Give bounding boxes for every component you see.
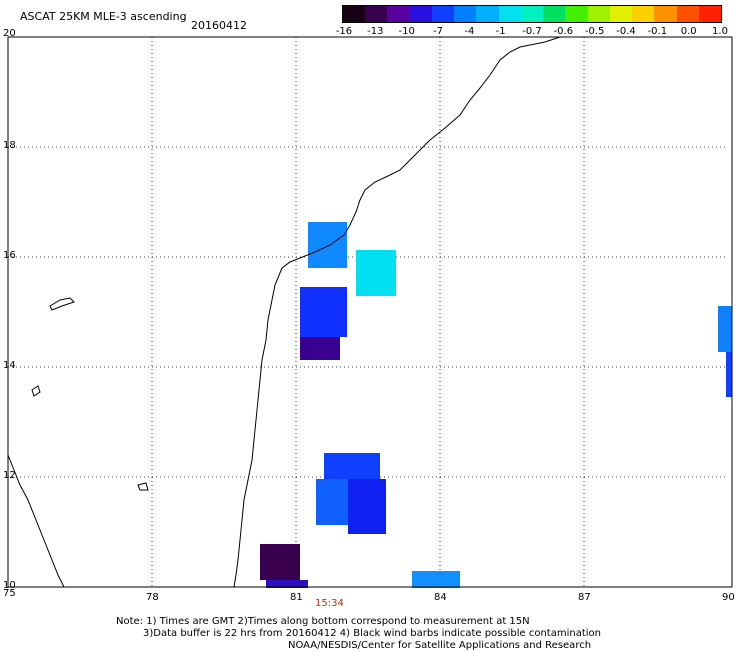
x-tick-78: 78 xyxy=(146,592,159,603)
footnotes: Note: 1) Times are GMT 2)Times along bot… xyxy=(116,616,601,652)
colorbar-segment xyxy=(520,6,544,22)
x-tick-75: 75 xyxy=(3,588,16,599)
colorbar-segment xyxy=(431,6,455,22)
coastline-srilanka-left xyxy=(7,454,65,588)
chart-date: 20160412 xyxy=(191,19,247,32)
colorbar-label: -0.4 xyxy=(616,26,636,37)
y-tick-16: 16 xyxy=(3,250,16,261)
colorbar-segment xyxy=(565,6,588,22)
colorbar-label: -0.5 xyxy=(584,26,605,37)
y-tick-20: 20 xyxy=(3,28,16,39)
map-frame xyxy=(7,36,733,588)
colorbar-label: -7 xyxy=(433,26,443,37)
y-tick-10: 10 xyxy=(3,580,16,591)
island-small xyxy=(49,297,75,311)
colorbar-label: -10 xyxy=(398,26,415,37)
colorbar-segment xyxy=(587,6,610,22)
colorbar-segment xyxy=(654,6,677,22)
note-line-1: Note: 1) Times are GMT 2)Times along bot… xyxy=(116,616,530,627)
x-tick-81: 81 xyxy=(290,592,303,603)
y-tick-14: 14 xyxy=(3,360,16,371)
colorbar-label: 1.0 xyxy=(712,26,728,37)
colorbar-label: -4 xyxy=(464,26,475,37)
colorbar-segment xyxy=(676,6,699,22)
measurement-time: 15:34 xyxy=(315,598,344,609)
colorbar xyxy=(342,5,722,23)
colorbar-label: -0.6 xyxy=(553,26,574,37)
chart-title: ASCAT 25KM MLE-3 ascending xyxy=(20,10,187,23)
colorbar-label: -0.7 xyxy=(522,26,542,37)
coastline-india xyxy=(233,36,561,588)
colorbar-segment xyxy=(698,6,721,22)
island-small-3 xyxy=(137,482,149,491)
colorbar-segment xyxy=(454,6,477,22)
colorbar-label: 0.0 xyxy=(680,26,697,37)
colorbar-segment xyxy=(476,6,499,22)
island-small-2 xyxy=(31,385,41,397)
colorbar-segment xyxy=(409,6,432,22)
note-line-2: 3)Data buffer is 22 hrs from 20160412 4)… xyxy=(143,628,601,639)
colorbar-label: -16 xyxy=(335,26,353,37)
colorbar-label: -0.1 xyxy=(647,26,668,37)
x-tick-90: 90 xyxy=(722,592,735,603)
x-tick-84: 84 xyxy=(434,592,447,603)
colorbar-segment xyxy=(387,6,410,22)
colorbar-label: -1 xyxy=(495,26,506,37)
wind-swaths xyxy=(260,222,732,588)
colorbar-segment xyxy=(609,6,633,22)
y-tick-12: 12 xyxy=(3,470,16,481)
x-tick-87: 87 xyxy=(578,592,591,603)
colorbar-segment xyxy=(543,6,566,22)
note-line-3: NOAA/NESDIS/Center for Satellite Applica… xyxy=(288,640,592,651)
colorbar-segment xyxy=(498,6,521,22)
colorbar-segment xyxy=(365,6,388,22)
colorbar-label: -13 xyxy=(367,26,384,37)
colorbar-segment xyxy=(343,6,366,22)
y-tick-18: 18 xyxy=(3,140,16,151)
colorbar-segment xyxy=(632,6,655,22)
